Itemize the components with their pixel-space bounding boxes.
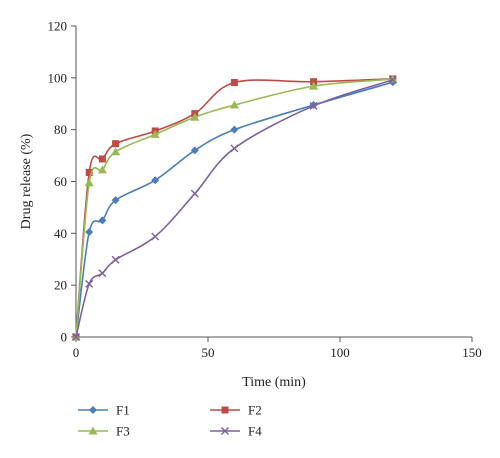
legend-label-f4: F4 bbox=[248, 424, 262, 439]
series-line-f3 bbox=[75, 78, 393, 338]
series-line-f4 bbox=[75, 79, 394, 338]
data-point-f4 bbox=[98, 269, 107, 278]
y-axis-title: Drug release (%) bbox=[19, 133, 34, 229]
data-point-f2 bbox=[230, 78, 238, 86]
y-tick-label: 100 bbox=[48, 70, 68, 85]
x-axis-title: Time (min) bbox=[242, 375, 306, 390]
legend-marker-f2 bbox=[221, 406, 229, 414]
data-point-f1 bbox=[190, 146, 199, 155]
legend-marker-f3 bbox=[88, 426, 98, 435]
y-tick-label: 80 bbox=[54, 122, 67, 137]
data-point-f4 bbox=[72, 333, 80, 341]
legend-marker-f1 bbox=[89, 406, 97, 414]
series-f2 bbox=[72, 75, 397, 341]
series-f1 bbox=[72, 78, 397, 341]
legend-label-f1: F1 bbox=[116, 403, 130, 418]
data-point-f4 bbox=[85, 279, 94, 288]
data-point-f3 bbox=[84, 178, 94, 187]
x-tick-label: 50 bbox=[202, 345, 215, 360]
data-point-f3 bbox=[97, 165, 107, 174]
series-f3 bbox=[71, 74, 398, 341]
data-point-f4 bbox=[151, 232, 160, 241]
y-tick-label: 120 bbox=[48, 19, 68, 34]
data-point-f3 bbox=[111, 147, 121, 156]
data-point-f4 bbox=[309, 101, 318, 110]
data-point-f4 bbox=[230, 144, 239, 153]
data-point-f3 bbox=[229, 100, 239, 109]
x-tick-label: 100 bbox=[330, 345, 350, 360]
y-tick-label: 60 bbox=[54, 174, 67, 189]
y-tick-label: 0 bbox=[61, 330, 68, 345]
series-line-f2 bbox=[75, 78, 393, 338]
data-point-f3 bbox=[309, 81, 319, 90]
data-point-f4 bbox=[190, 189, 199, 198]
data-point-f1 bbox=[230, 125, 239, 134]
legend-label-f3: F3 bbox=[116, 424, 130, 439]
series-layer bbox=[71, 74, 398, 341]
data-point-f2 bbox=[98, 155, 106, 163]
data-point-f1 bbox=[98, 216, 107, 225]
data-point-f3 bbox=[150, 129, 160, 138]
data-point-f4 bbox=[111, 255, 120, 264]
series-line-f1 bbox=[75, 81, 394, 338]
data-point-f1 bbox=[151, 176, 160, 185]
data-point-f4 bbox=[388, 75, 397, 84]
y-tick-label: 40 bbox=[54, 226, 67, 241]
data-point-f1 bbox=[85, 228, 94, 237]
series-f4 bbox=[72, 75, 397, 341]
legend-item-f1: F1 bbox=[78, 403, 130, 418]
x-ticks: 0 50 100 150 bbox=[73, 337, 482, 360]
legend-marker-f4 bbox=[221, 427, 229, 435]
y-ticks: 0 20 40 60 80 100 120 bbox=[48, 19, 76, 345]
data-point-f1 bbox=[111, 196, 120, 205]
data-point-f3 bbox=[190, 112, 200, 121]
legend-label-f2: F2 bbox=[248, 403, 262, 418]
legend-item-f2: F2 bbox=[210, 403, 262, 418]
data-point-f2 bbox=[85, 168, 93, 176]
legend-item-f4: F4 bbox=[210, 424, 262, 439]
y-tick-label: 20 bbox=[54, 278, 67, 293]
x-tick-label: 0 bbox=[73, 345, 80, 360]
axes bbox=[75, 26, 472, 338]
data-point-f2 bbox=[112, 140, 120, 148]
legend: F1 F2 F3 F4 bbox=[78, 403, 262, 439]
legend-item-f3: F3 bbox=[78, 424, 130, 439]
x-tick-label: 150 bbox=[462, 345, 482, 360]
